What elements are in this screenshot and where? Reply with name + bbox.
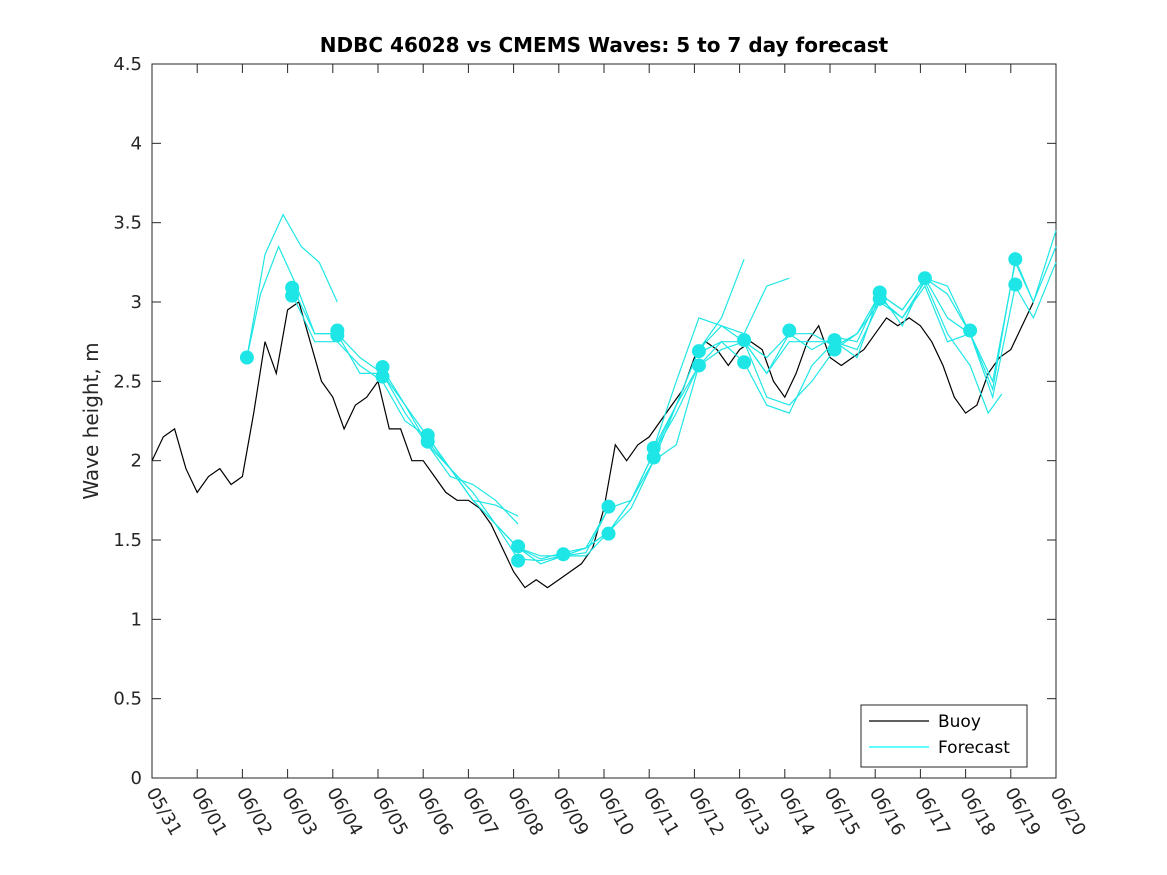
- legend-forecast-label: Forecast: [938, 738, 1010, 758]
- forecast-series-line: [879, 280, 1003, 415]
- forecast-marker: [601, 526, 616, 541]
- x-tick-label: 06/01: [187, 784, 231, 839]
- x-tick-label: 05/31: [142, 784, 186, 839]
- x-tick-label: 06/11: [639, 784, 683, 839]
- forecast-marker: [511, 553, 526, 568]
- y-tick-label: 1: [131, 609, 142, 630]
- x-tick-label: 06/16: [865, 784, 909, 839]
- y-axis-label: Wave height, m: [79, 342, 103, 499]
- forecast-series-line: [291, 293, 519, 517]
- x-tick-label: 06/03: [277, 784, 321, 839]
- x-tick-label: 06/12: [684, 784, 728, 839]
- forecast-marker: [239, 350, 254, 365]
- forecast-marker: [782, 323, 797, 338]
- forecast-series-line: [653, 277, 790, 449]
- x-tick-label: 06/07: [458, 784, 502, 839]
- legend: Buoy Forecast: [860, 704, 1028, 768]
- forecast-marker: [963, 323, 978, 338]
- y-tick-label: 3.5: [113, 213, 142, 234]
- y-tick-label: 0.5: [113, 689, 142, 710]
- x-tick-label: 06/13: [729, 784, 773, 839]
- y-tick-label: 4.5: [113, 54, 142, 75]
- forecast-marker: [1008, 252, 1023, 267]
- x-tick-label: 06/18: [955, 784, 999, 839]
- forecast-series-line: [381, 368, 610, 562]
- forecast-marker: [330, 328, 345, 343]
- forecast-marker: [737, 333, 752, 348]
- forecast-marker: [827, 342, 842, 357]
- forecast-marker: [917, 271, 932, 286]
- buoy-series-line: [151, 301, 1034, 589]
- forecast-marker: [601, 499, 616, 514]
- forecast-series-line: [834, 262, 1057, 400]
- forecast-marker: [691, 358, 706, 373]
- x-tick-label: 06/17: [910, 784, 954, 839]
- legend-box: [860, 704, 1028, 768]
- x-tick-label: 06/06: [413, 784, 457, 839]
- axes-box: [151, 63, 1057, 779]
- forecast-marker: [511, 539, 526, 554]
- x-tick-label: 06/05: [368, 784, 412, 839]
- x-tick-label: 06/19: [1000, 784, 1044, 839]
- forecast-marker: [285, 288, 300, 303]
- x-tick-label: 06/08: [503, 784, 547, 839]
- y-tick-label: 2: [131, 451, 142, 472]
- forecast-marker: [556, 547, 571, 562]
- y-tick-label: 4: [131, 133, 142, 154]
- forecast-series-line: [246, 213, 338, 358]
- x-tick-label: 06/09: [548, 784, 592, 839]
- chart-title: NDBC 46028 vs CMEMS Waves: 5 to 7 day fo…: [320, 33, 889, 57]
- y-tick-label: 2.5: [113, 371, 142, 392]
- x-tick-label: 06/02: [232, 784, 276, 839]
- forecast-marker: [691, 344, 706, 359]
- legend-buoy-label: Buoy: [938, 712, 981, 732]
- forecast-marker: [646, 450, 661, 465]
- forecast-marker: [737, 355, 752, 370]
- y-tick-label: 3: [131, 292, 142, 313]
- x-tick-label: 06/14: [774, 784, 818, 839]
- forecast-marker: [1008, 277, 1023, 292]
- forecast-marker: [375, 369, 390, 384]
- x-tick-label: 06/20: [1046, 784, 1090, 839]
- forecast-marker: [872, 291, 887, 306]
- forecast-series-line: [563, 340, 835, 557]
- y-tick-label: 0: [131, 768, 142, 789]
- forecast-marker: [420, 434, 435, 449]
- x-tick-label: 06/10: [594, 784, 638, 839]
- x-tick-label: 06/04: [322, 784, 366, 839]
- x-tick-label: 06/15: [820, 784, 864, 839]
- y-tick-label: 1.5: [113, 530, 142, 551]
